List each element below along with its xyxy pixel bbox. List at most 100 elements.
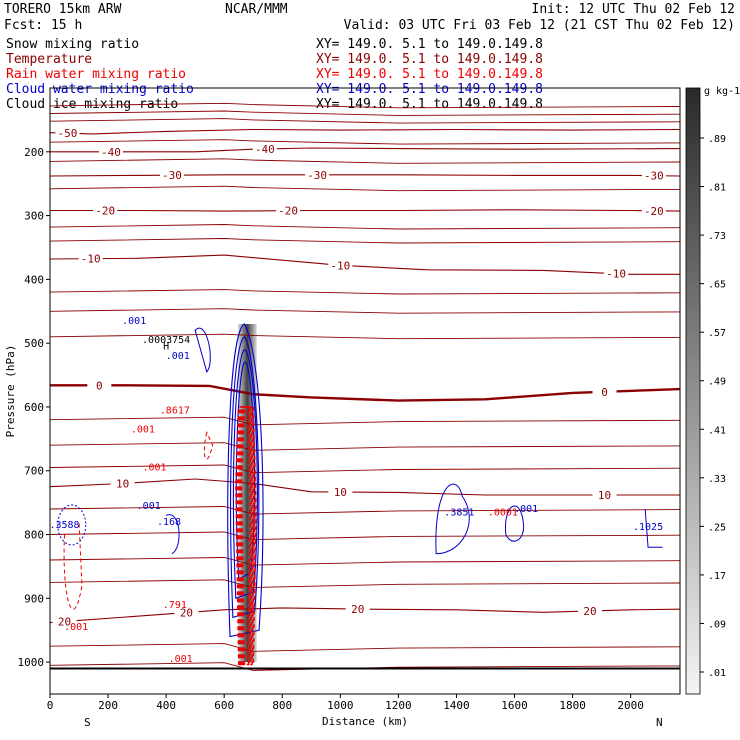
isotherm-label: 10 <box>598 489 611 502</box>
y-tick-label: 800 <box>24 529 44 542</box>
isotherm-label-bg <box>98 145 123 157</box>
isotherm-label-bg <box>328 486 353 497</box>
valid-time: Valid: 03 UTC Fri 03 Feb 12 (21 CST Thu … <box>344 18 735 33</box>
contour-annotation: .0003754 <box>142 335 190 346</box>
field-xy-snow: XY= 149.0. 5.1 to 149.0.149.8 <box>316 37 543 52</box>
x-tick-label: 1200 <box>385 699 412 712</box>
isotherm-label-bg <box>276 204 301 216</box>
isotherm-label-bg <box>641 169 666 181</box>
isotherm-label-bg <box>110 477 135 489</box>
rain-contour-small <box>203 430 214 460</box>
colorbar-ticks: .01 .09 .17 .25 .33 .41 .49 .57 .65 .73 .81 .89 <box>700 134 726 679</box>
contour-annotation: .791 <box>163 600 187 611</box>
isotherm-label: -40 <box>101 146 121 159</box>
south-rain-cell <box>63 521 83 610</box>
isotherm-2 <box>49 174 681 177</box>
isotherm-label: -10 <box>606 268 626 281</box>
forecast-hour: Fcst: 15 h <box>4 18 82 33</box>
isotherm-label: -20 <box>278 205 298 218</box>
field-xy-cloud-ice: XY= 149.0. 5.1 to 149.0.149.8 <box>316 97 543 112</box>
isotherm-label-bg <box>174 606 199 618</box>
x-tick-label: 200 <box>98 699 118 712</box>
isotherm-label: -30 <box>162 169 182 182</box>
isotherm-minor-15 <box>49 531 681 541</box>
colorbar-tick-label: .73 <box>708 231 726 242</box>
isotherm-minor-18 <box>49 643 681 652</box>
y-tick-label: 1000 <box>18 656 45 669</box>
isotherm-label-bg <box>328 259 353 271</box>
south-cloud-cell <box>57 504 87 546</box>
field-xy-rain: XY= 149.0. 5.1 to 149.0.149.8 <box>316 67 543 82</box>
contour-annotation: .1025 <box>633 522 663 533</box>
isotherm-label: 20 <box>180 607 193 620</box>
field-name-cloud-ice: Cloud ice mixing ratio <box>6 97 178 112</box>
cloud-water-contour-2060 <box>644 508 663 548</box>
isotherm-label: 0 <box>96 379 103 392</box>
x-tick-label: 0 <box>47 699 54 712</box>
contour-annotation: .168 <box>157 517 181 528</box>
isotherm-minor-0 <box>49 102 681 109</box>
isotherm-label: 10 <box>334 486 347 499</box>
isotherm-label: -50 <box>57 127 77 140</box>
y-tick-label: 300 <box>24 210 44 223</box>
cloud-water-contour <box>232 348 258 600</box>
colorbar-tick-label: .09 <box>708 619 726 630</box>
x-tick-label: 600 <box>214 699 234 712</box>
isotherm-label: 0 <box>601 386 608 399</box>
contour-annotation: .001 <box>137 501 161 512</box>
isotherm-label-bg <box>78 252 103 264</box>
contour-annotation: .001 <box>169 654 193 665</box>
colorbar-tick-label: .49 <box>708 377 726 388</box>
isotherm-minor-1 <box>49 110 681 116</box>
contour-annotation: .001 <box>131 424 155 435</box>
isotherm-minor-10 <box>49 333 681 340</box>
isotherm-label: -10 <box>81 253 101 266</box>
y-tick-label: 200 <box>24 146 44 159</box>
isotherm-label-bg <box>592 385 617 397</box>
isotherm-3 <box>50 209 681 212</box>
colorbar-unit: g kg-1 <box>704 86 740 97</box>
plot-area: -50 -40 -40 -30 -30 -30 -20 -20 -20 -10 -10 -10 0 0 10… <box>49 102 681 671</box>
isotherm-label-bg <box>592 488 617 500</box>
x-tick-label: 1400 <box>443 699 470 712</box>
init-time: Init: 12 UTC Thu 02 Feb 12 <box>532 2 736 17</box>
isotherm-label-bg <box>52 615 77 627</box>
y-tick-label: 700 <box>24 465 44 478</box>
field-name-temperature: Temperature <box>6 52 92 67</box>
contour-annotation: .001 <box>142 463 166 474</box>
isotherm-label: 20 <box>583 605 596 618</box>
x-axis: 0 200 400 600 800 1000 1200 1400 1600 1800 2000 <box>47 694 644 712</box>
colorbar-tick-label: .65 <box>708 280 726 291</box>
field-xy-cloud-water: XY= 149.0. 5.1 to 149.0.149.8 <box>316 82 543 97</box>
isotherm-label: 20 <box>58 615 71 628</box>
isotherm-label-bg <box>604 267 629 279</box>
field-name-snow: Snow mixing ratio <box>6 37 139 52</box>
isotherm-minor-7 <box>49 238 681 244</box>
contour-annotation: .3851 <box>444 507 474 518</box>
isotherm-1 <box>50 147 681 153</box>
isotherm-label-bg <box>345 602 370 614</box>
y-axis-label: Pressure (hPa) <box>4 345 17 438</box>
north-label: N <box>656 716 663 729</box>
cloud-water-contour <box>230 336 260 619</box>
x-tick-label: 400 <box>156 699 176 712</box>
contour-annotation: .0001 <box>488 507 518 518</box>
isotherm-label: -30 <box>644 170 664 183</box>
contour-annotation: .001 <box>64 622 88 633</box>
colorbar <box>685 87 701 695</box>
isotherm-label: 10 <box>116 477 129 490</box>
isotherm-label-bg <box>87 379 112 391</box>
isotherm-label-bg <box>641 204 666 216</box>
x-tick-label: 1000 <box>327 699 354 712</box>
isotherm-minor-8 <box>49 289 681 295</box>
x-tick-label: 800 <box>272 699 292 712</box>
x-tick-label: 1600 <box>501 699 528 712</box>
cloud-water-contour-1400 <box>435 483 470 555</box>
center-title: NCAR/MMM <box>225 2 288 17</box>
isotherm-label: 20 <box>351 603 364 616</box>
x-axis-label: Distance (km) <box>322 715 408 728</box>
isotherm-label-bg <box>578 604 602 616</box>
isotherm-4 <box>49 254 680 275</box>
cloud-water-contour-400 <box>165 514 180 555</box>
